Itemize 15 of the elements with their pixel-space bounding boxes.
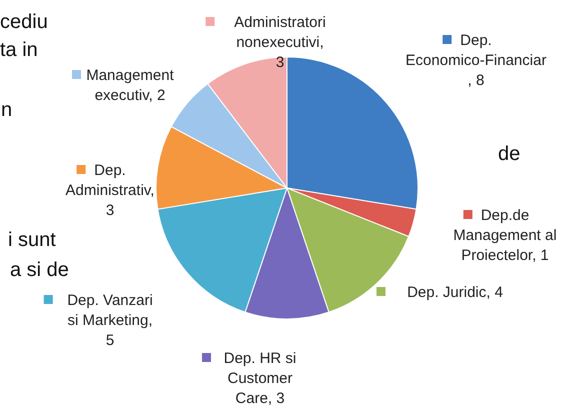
- text: a si de: [10, 259, 69, 281]
- data-label: , 8: [468, 72, 484, 89]
- legend-label: Dep.de Management al Proiectelor, 1: [453, 207, 557, 264]
- legend-label: Management executiv, 2: [86, 67, 175, 104]
- text: i sunt: [8, 229, 56, 251]
- legend-label: Dep. Administrativ, 3: [66, 162, 154, 219]
- text: n: [1, 99, 12, 121]
- legend-label: Administratori nonexecutivi, 3: [234, 14, 326, 71]
- text: cediu: [0, 11, 48, 33]
- legend-label: Dep. Vanzari si Marketing, 5: [67, 292, 153, 349]
- text: ta in: [0, 39, 38, 61]
- legend-label: Dep. Economico-Financiar: [406, 32, 546, 69]
- legend-label: Dep. HR si Customer Care, 3: [224, 350, 296, 407]
- text: de: [498, 143, 520, 165]
- legend-label: Dep. Juridic, 4: [407, 284, 503, 301]
